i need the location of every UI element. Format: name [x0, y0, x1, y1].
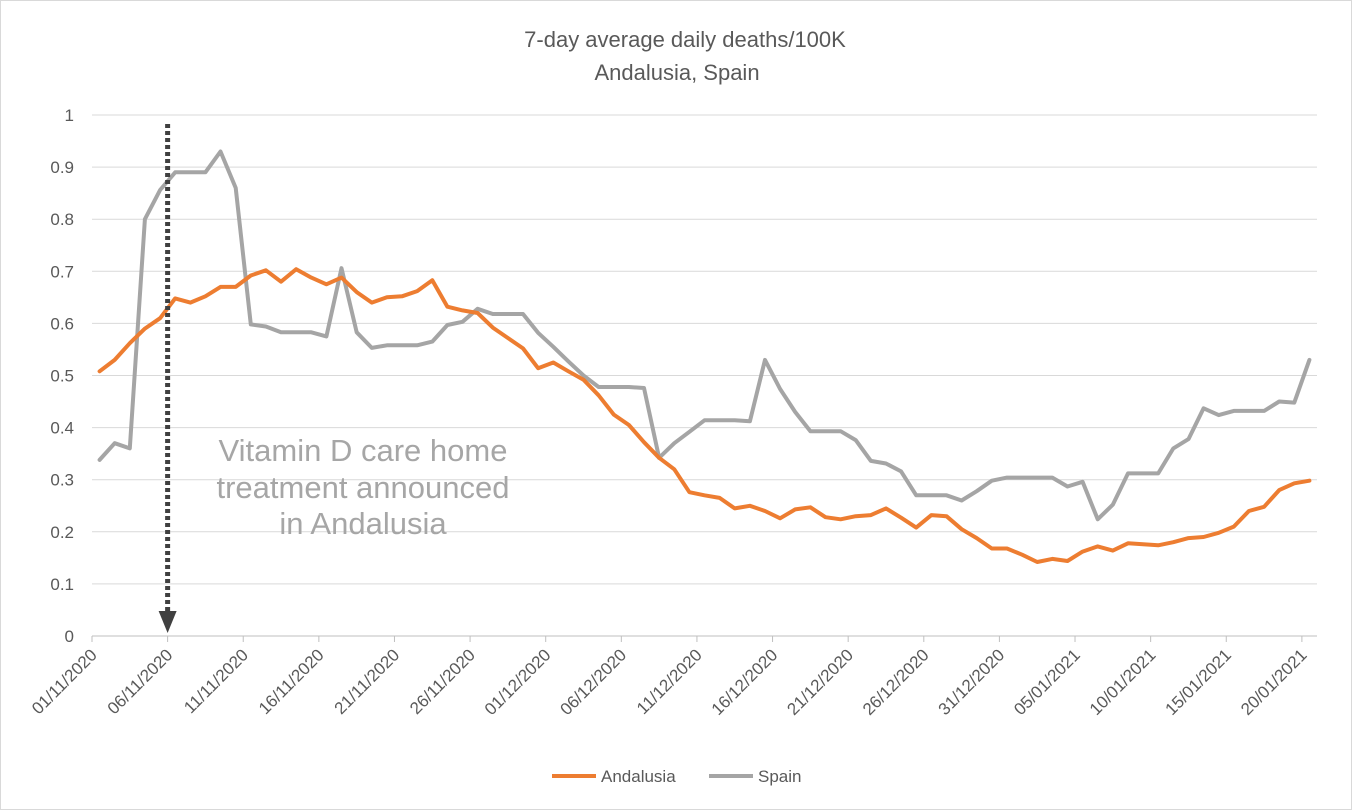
gridlines [92, 114, 1317, 585]
annotation-line-2: treatment announced [217, 470, 510, 505]
x-tick-label: 11/12/2020 [633, 645, 706, 718]
x-tick-label: 06/11/2020 [104, 645, 177, 718]
legend-label-spain: Spain [758, 767, 801, 786]
annotation-line-1: Vitamin D care home [219, 433, 508, 468]
x-tick-label: 01/12/2020 [481, 645, 555, 719]
x-tick-label: 21/11/2020 [331, 645, 404, 718]
x-axis-tick-labels: 01/11/2020 06/11/2020 11/11/2020 16/11/2020… [28, 645, 1311, 719]
x-tick-label: 01/11/2020 [28, 645, 101, 718]
y-tick-label: 0.6 [50, 314, 74, 333]
series-lines [97, 149, 1312, 564]
y-axis-tick-labels: 0 0.1 0.2 0.3 0.4 0.5 0.6 0.7 0.8 0.9 1 [50, 106, 74, 646]
x-tick-label: 31/12/2020 [935, 645, 1009, 719]
y-tick-label: 0.1 [50, 575, 74, 594]
annotation-arrow-head [158, 611, 177, 633]
x-tick-label: 26/12/2020 [859, 645, 933, 719]
chart-title: 7-day average daily deaths/100K [524, 27, 846, 52]
legend: Andalusia Spain [552, 767, 801, 786]
x-tick-label: 10/01/2021 [1086, 645, 1160, 719]
chart-subtitle: Andalusia, Spain [594, 60, 759, 85]
y-tick-label: 0.7 [50, 262, 74, 281]
y-tick-label: 0 [65, 627, 74, 646]
legend-label-andalusia: Andalusia [601, 767, 676, 786]
y-tick-label: 0.9 [50, 158, 74, 177]
annotation-arrow [158, 124, 177, 633]
y-tick-label: 0.3 [50, 471, 74, 490]
annotation-line-3: in Andalusia [279, 506, 447, 541]
x-tick-label: 11/11/2020 [180, 645, 252, 717]
y-tick-label: 1 [65, 106, 74, 125]
series-line-andalusia [97, 267, 1312, 564]
x-tick-label: 05/01/2021 [1010, 645, 1084, 719]
x-tick-label: 16/12/2020 [708, 645, 782, 719]
y-tick-label: 0.4 [50, 419, 74, 438]
series-line-spain [97, 149, 1312, 522]
x-axis [91, 635, 1317, 642]
x-tick-label: 15/01/2021 [1161, 645, 1235, 719]
x-tick-label: 20/01/2021 [1237, 645, 1311, 719]
x-tick-label: 21/12/2020 [783, 645, 857, 719]
x-tick-label: 16/11/2020 [255, 645, 328, 718]
y-tick-label: 0.5 [50, 367, 74, 386]
x-tick-label: 26/11/2020 [406, 645, 479, 718]
y-tick-label: 0.8 [50, 210, 74, 229]
y-tick-label: 0.2 [50, 523, 74, 542]
x-tick-label: 06/12/2020 [557, 645, 631, 719]
